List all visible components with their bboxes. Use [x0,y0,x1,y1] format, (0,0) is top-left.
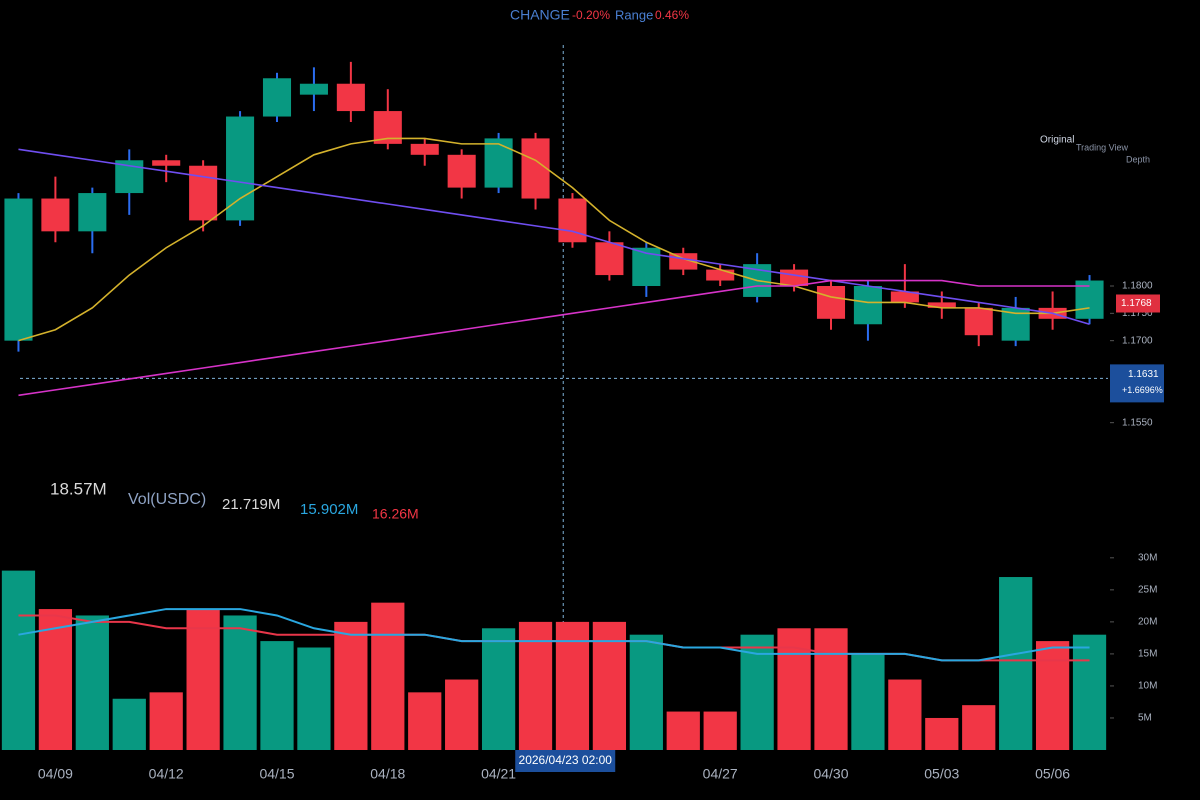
range-label: Range [615,7,653,22]
volume-bar [334,621,368,750]
candle-body [1075,280,1104,319]
candle-body [521,138,550,199]
range-value: 0.46% [655,8,689,22]
crosshair-price-label: 1.1631 [1128,369,1159,380]
change-label: CHANGE [510,7,570,23]
y-tick-label: 1.1550 [1122,417,1153,428]
volume-bar [371,602,405,750]
volume-legend-ma: 16.26M [372,506,419,522]
y-tick-label: 30M [1138,552,1157,563]
volume-bar [1072,634,1107,750]
candle-body [189,165,218,221]
volume-bar [962,705,996,750]
x-tick-label: 04/30 [813,766,848,782]
volume-bar [38,609,73,750]
volume-legend-value: 18.57M [50,479,107,498]
candle-body [262,78,292,117]
volume-bar [703,711,737,750]
candle-body [41,198,70,232]
tab-trading-view[interactable]: Trading View [1076,142,1129,152]
candle-body [447,154,476,188]
volume-legend-label: Vol(USDC) [128,491,206,508]
volume-bar [666,711,700,750]
y-tick-label: 15M [1138,649,1157,660]
volume-legend-ma: 15.902M [300,501,358,518]
volume-bar [408,692,442,750]
volume-bar [75,615,109,750]
crosshair-price-tag [1110,364,1164,403]
y-tick-label: 5M [1138,713,1152,724]
x-tick-label: 04/21 [481,766,516,782]
last-price-label: 1.1768 [1121,298,1152,309]
x-tick-label: 05/03 [924,766,959,782]
y-tick-label: 1.1750 [1122,308,1153,319]
volume-bar [297,647,331,750]
x-tick-label: 04/27 [703,766,738,782]
crosshair-time-label: 2026/04/23 02:00 [519,753,613,767]
ma-line [18,608,1090,662]
volume-bar [999,577,1033,750]
candle-body [706,269,735,281]
candle-body [595,242,624,276]
candle-body [853,286,882,325]
volume-bar [445,679,479,750]
tab-original[interactable]: Original [1040,135,1074,146]
x-tick-label: 04/18 [370,766,405,782]
volume-bar [1,570,36,750]
volume-bar [149,692,183,750]
ma-line [18,148,1090,326]
candle-body [299,83,328,95]
volume-bar [260,641,294,750]
change-value: -0.20% [572,8,610,22]
volume-bar [925,717,959,750]
y-tick-label: 10M [1138,681,1157,692]
y-tick-label: 1.1700 [1122,335,1153,346]
x-tick-label: 04/15 [259,766,294,782]
volume-bar [223,615,257,750]
x-tick-label: 05/06 [1035,766,1070,782]
volume-bar [592,621,627,750]
candle-body [816,286,846,319]
candle-body [226,116,255,221]
candle-body [78,193,107,232]
volume-bar [555,621,590,750]
volume-bar [186,609,220,750]
crosshair-change-label: +1.6696% [1122,385,1163,395]
last-price-tag [1116,294,1160,313]
x-tick-label: 04/09 [38,766,73,782]
volume-bar [888,679,922,750]
candle-body [780,269,809,286]
candle-body [152,160,181,166]
volume-legend-value: 21.719M [222,496,280,513]
y-tick-label: 25M [1138,584,1157,595]
y-tick-label: 20M [1138,617,1157,628]
candle-body [890,291,919,303]
candle-body [336,83,365,112]
ma-line [18,279,1090,397]
candle-body [964,307,993,336]
volume-bar [629,634,663,750]
candle-body [558,198,587,243]
tab-depth[interactable]: Depth [1126,154,1150,164]
candle-body [927,302,956,308]
volume-bar [814,628,848,750]
volume-bar [1035,641,1070,750]
crosshair-time-tag [515,750,616,772]
volume-bar [481,628,516,750]
volume-bar [112,698,146,750]
x-tick-label: 04/12 [149,766,184,782]
candle-body [484,138,513,188]
candle-body [410,143,439,155]
volume-bar [851,653,885,750]
ma-line [18,137,1090,342]
y-tick-label: 1.1800 [1122,281,1153,292]
candle-body [4,198,33,341]
volume-bar [518,621,553,750]
